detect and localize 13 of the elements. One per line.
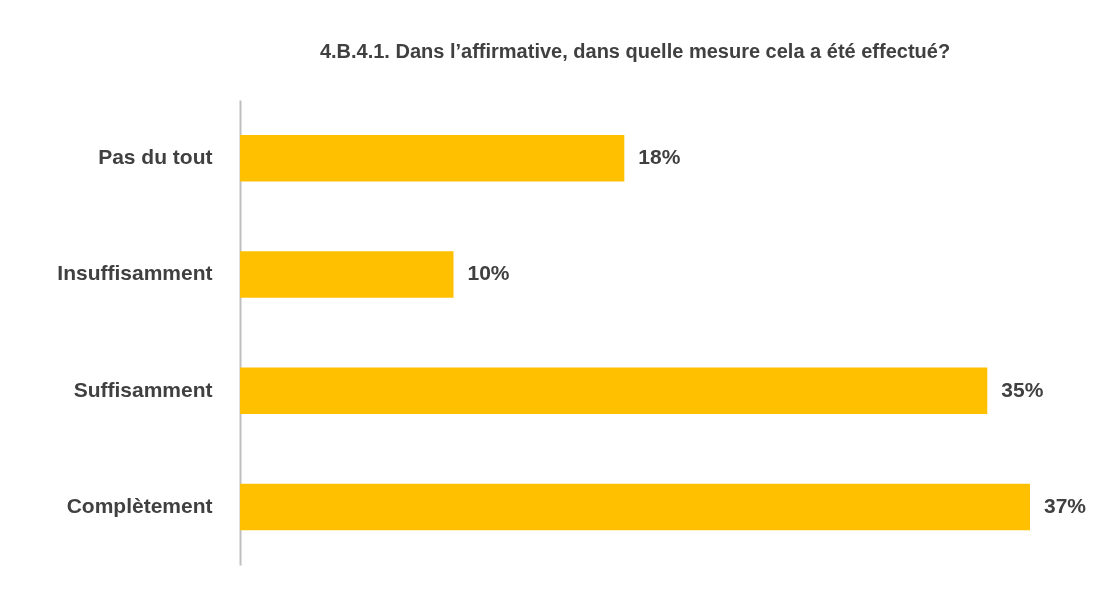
data-label: 10% xyxy=(467,261,510,285)
bar xyxy=(240,483,1030,531)
bar xyxy=(240,134,625,182)
y-tick-label: Pas du tout xyxy=(98,145,213,169)
bar xyxy=(240,367,988,414)
data-label: 35% xyxy=(1001,377,1044,401)
data-label: 18% xyxy=(638,145,681,169)
y-tick-label: Complètement xyxy=(66,493,213,517)
bar xyxy=(240,251,454,298)
chart-title: 4.B.4.1. Dans l’affirmative, dans quelle mesure cela a été effectué? xyxy=(319,40,951,62)
y-tick-label: Suffisamment xyxy=(73,377,213,401)
data-label: 37% xyxy=(1044,493,1087,517)
y-tick-label: Insuffisamment xyxy=(57,261,213,285)
